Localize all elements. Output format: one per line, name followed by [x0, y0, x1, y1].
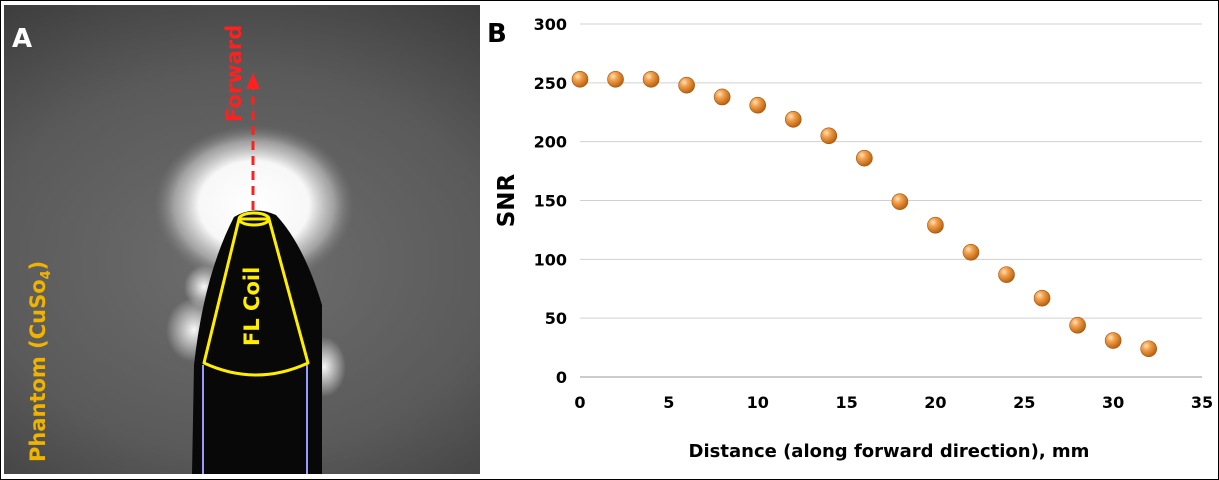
y-tick-label: 200: [534, 133, 567, 152]
phantom-label-text: Phantom (CuSo: [26, 279, 50, 462]
x-tick-label: 25: [1013, 393, 1035, 412]
data-point: [891, 193, 909, 210]
data-point: [962, 243, 980, 261]
phantom-label: Phantom (CuSo4): [26, 261, 54, 462]
data-point: [856, 149, 873, 167]
y-tick-label: 250: [534, 74, 567, 93]
data-point: [571, 71, 589, 88]
data-point: [678, 76, 695, 94]
x-tick-label: 30: [1102, 393, 1124, 412]
data-point: [1033, 289, 1051, 307]
x-tick-label: 35: [1191, 393, 1213, 412]
y-tick-label: 0: [556, 368, 567, 387]
data-point: [1069, 316, 1086, 334]
data-point: [713, 88, 731, 106]
panel-a-label: A: [12, 24, 33, 54]
x-tick-label: 0: [574, 393, 585, 412]
y-axis-label: SNR: [494, 173, 520, 227]
panel-b-label: B: [487, 19, 507, 49]
x-tick-label: 15: [835, 393, 857, 412]
data-point: [642, 71, 660, 88]
forward-direction-label: Forward: [222, 24, 246, 122]
x-tick-label: 20: [924, 393, 946, 412]
y-tick-label: 150: [534, 192, 567, 211]
data-point: [820, 127, 838, 145]
x-axis-label: Distance (along forward direction), mm: [689, 441, 1090, 462]
data-point: [1104, 332, 1122, 349]
phantom-label-suffix: ): [26, 260, 50, 271]
fl-coil-label: FL Coil: [240, 266, 264, 346]
x-tick-label: 10: [747, 393, 769, 412]
y-tick-label: 300: [534, 15, 567, 34]
data-points: [571, 71, 1157, 358]
y-axis-ticks: 0 50 100 150 200 250 300: [534, 15, 567, 387]
data-point: [998, 266, 1015, 283]
phantom-label-subscript: 4: [39, 270, 55, 280]
data-point: [749, 96, 767, 114]
gridlines: [580, 23, 1202, 378]
y-tick-label: 50: [545, 309, 567, 328]
snr-chart-panel: 0 50 100 150 200 250 300 0 5 10 15 20 25 30 35 SNR Di…: [484, 5, 1214, 475]
mr-image-panel: [4, 5, 480, 474]
x-axis-ticks: 0 5 10 15 20 25 30 35: [574, 393, 1213, 412]
data-point: [607, 71, 624, 88]
snr-chart: 0 50 100 150 200 250 300 0 5 10 15 20 25 30 35 SNR Di…: [494, 15, 1213, 462]
mr-image: [154, 73, 354, 474]
data-point: [784, 111, 802, 128]
y-tick-label: 100: [534, 250, 567, 269]
x-tick-label: 5: [663, 393, 674, 412]
data-point: [1140, 340, 1157, 358]
data-point: [927, 216, 944, 234]
